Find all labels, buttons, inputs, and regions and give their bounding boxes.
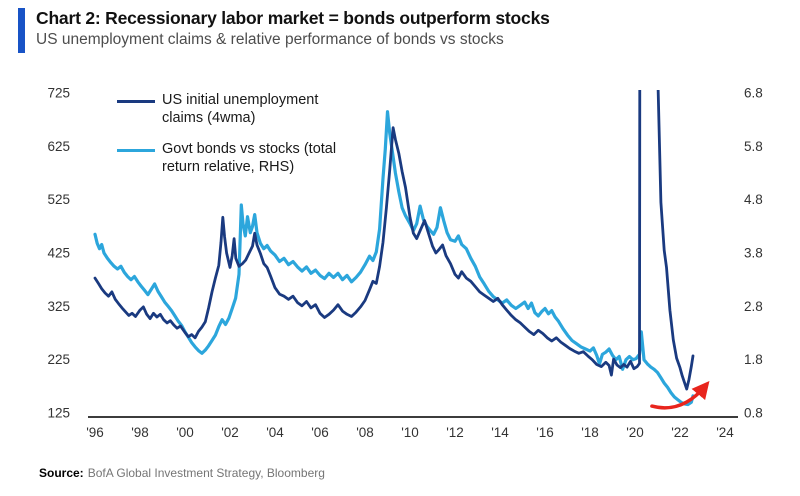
series-line-claims	[93, 90, 695, 391]
x-axis-tick-label: '04	[266, 425, 284, 440]
right-axis-tick-label: 6.8	[744, 86, 763, 101]
legend-label-claims: US initial unemployment claims (4wma)	[162, 92, 319, 126]
x-axis-tick-label: '14	[491, 425, 509, 440]
x-axis-tick-label: '12	[446, 425, 464, 440]
claims-line-swatch	[117, 100, 155, 103]
legend-item-claims: US initial unemployment claims (4wma)	[117, 92, 355, 127]
chart-legend: US initial unemployment claims (4wma) Go…	[117, 92, 355, 191]
x-axis-tick-label: '10	[401, 425, 419, 440]
title-block: Chart 2: Recessionary labor market = bon…	[36, 8, 550, 53]
chart-header: Chart 2: Recessionary labor market = bon…	[18, 8, 550, 53]
x-axis-tick-label: '08	[356, 425, 374, 440]
left-axis-tick-label: 725	[47, 86, 70, 101]
left-axis-tick-label: 225	[47, 352, 70, 367]
x-axis-tick-label: '02	[221, 425, 239, 440]
x-axis-tick-label: '20	[626, 425, 644, 440]
x-axis-tick-label: '06	[311, 425, 329, 440]
left-axis-tick-label: 325	[47, 299, 70, 314]
right-axis-tick-label: 1.8	[744, 352, 763, 367]
legend-item-bonds: Govt bonds vs stocks (total return relat…	[117, 141, 355, 176]
left-axis-tick-label: 425	[47, 246, 70, 261]
chart-title: Chart 2: Recessionary labor market = bon…	[36, 8, 550, 28]
left-axis-tick-label: 525	[47, 192, 70, 207]
right-axis-tick-label: 5.8	[744, 139, 763, 154]
bonds-line-swatch	[117, 149, 155, 153]
x-axis-tick-label: '18	[581, 425, 599, 440]
recovery-arrow-annotation	[650, 380, 710, 410]
right-axis-tick-label: 4.8	[744, 192, 763, 207]
x-axis-tick-label: '98	[131, 425, 149, 440]
chart-subtitle: US unemployment claims & relative perfor…	[36, 30, 504, 48]
x-axis-tick-label: '16	[536, 425, 554, 440]
legend-label-bonds: Govt bonds vs stocks (total return relat…	[162, 141, 337, 176]
right-axis-tick-label: 2.8	[744, 299, 763, 314]
title-accent-bar	[18, 8, 25, 53]
left-axis-tick-label: 125	[47, 406, 70, 421]
source-text: BofA Global Investment Strategy, Bloombe…	[87, 466, 325, 480]
right-axis-tick-label: 0.8	[744, 406, 763, 421]
x-axis-tick-label: '22	[671, 425, 689, 440]
left-axis-tick-label: 625	[47, 139, 70, 154]
source-label: Source:	[39, 466, 84, 480]
x-axis-tick-label: '96	[86, 425, 104, 440]
x-axis-tick-label: '00	[176, 425, 194, 440]
source-note: Source: BofA Global Investment Strategy, …	[39, 466, 325, 480]
x-axis-tick-label: '24	[716, 425, 734, 440]
right-axis-tick-label: 3.8	[744, 246, 763, 261]
